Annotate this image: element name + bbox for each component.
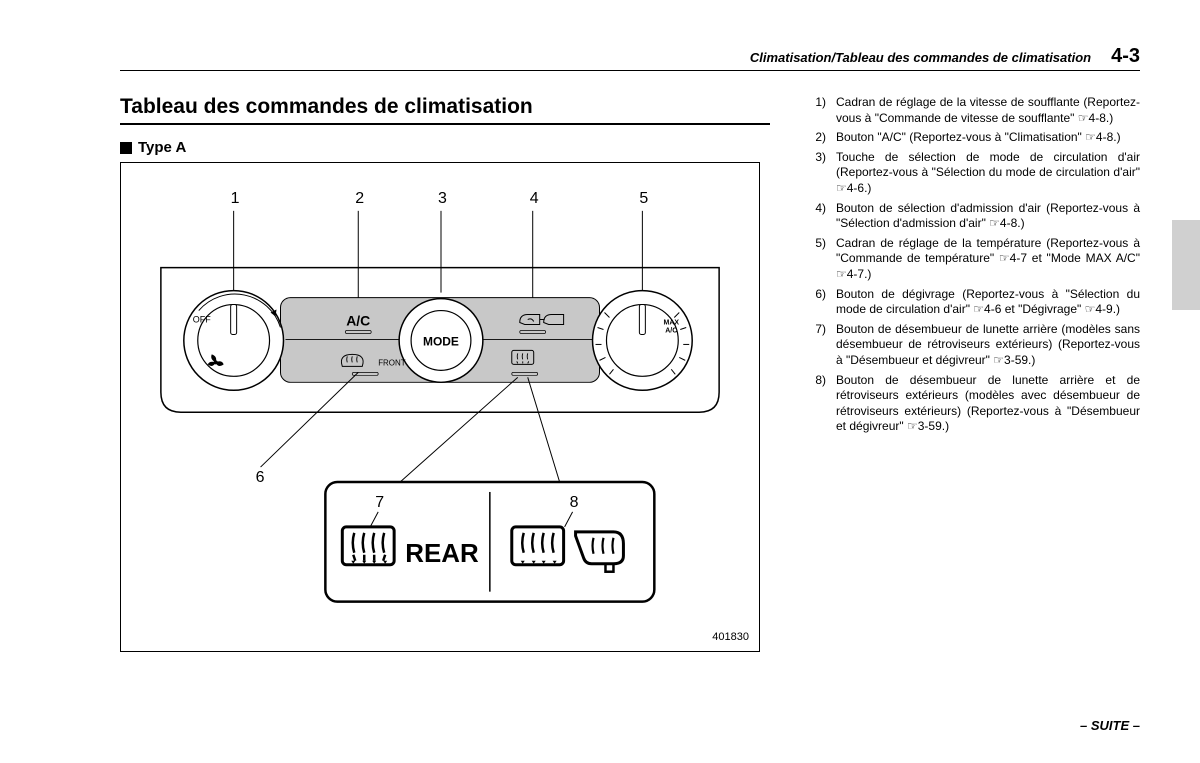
legend-item: 2)Bouton "A/C" (Reportez-vous à "Climati… [808, 130, 1140, 146]
legend-item: 1)Cadran de réglage de la vitesse de sou… [808, 95, 1140, 126]
rear-label: REAR [405, 540, 479, 568]
mode-label: MODE [423, 334, 459, 348]
callout-7: 7 [375, 494, 384, 511]
front-text: FRONT [378, 358, 406, 367]
legend-item: 5)Cadran de réglage de la température (R… [808, 236, 1140, 283]
off-label: OFF [193, 315, 211, 325]
callout-3: 3 [438, 190, 447, 207]
subheading: Type A [120, 139, 770, 156]
legend-item: 4)Bouton de sélection d'admission d'air … [808, 201, 1140, 232]
figure-box: 1 2 3 4 5 [120, 162, 760, 652]
figure-number: 401830 [712, 631, 749, 643]
legend-item: 8)Bouton de désembueur de lunette arrièr… [808, 373, 1140, 435]
page-number: 4-3 [1111, 45, 1140, 68]
continued-footer: – SUITE – [1080, 718, 1140, 733]
section-title: Tableau des commandes de climatisation [120, 95, 770, 125]
header-rule [120, 70, 1140, 71]
legend-list: 1)Cadran de réglage de la vitesse de sou… [800, 95, 1140, 652]
legend-item: 3)Touche de sélection de mode de circula… [808, 150, 1140, 197]
side-tab [1172, 220, 1200, 310]
max-label: MAX [664, 319, 680, 326]
square-bullet-icon [120, 142, 132, 154]
page: Climatisation/Tableau des commandes de c… [0, 0, 1200, 763]
climate-control-diagram: 1 2 3 4 5 [121, 163, 759, 651]
legend-item: 7)Bouton de désembueur de lunette arrièr… [808, 322, 1140, 369]
callout-6: 6 [256, 469, 265, 486]
callout-2: 2 [355, 190, 364, 207]
ac-small-label: A/C [665, 327, 677, 334]
subhead-text: Type A [138, 139, 186, 156]
left-column: Tableau des commandes de climatisation T… [120, 95, 770, 652]
ac-button-label: A/C [346, 312, 370, 328]
legend-item: 6)Bouton de dégivrage (Reportez-vous à "… [808, 287, 1140, 318]
header-section: Climatisation/Tableau des commandes de c… [750, 50, 1091, 65]
running-header: Climatisation/Tableau des commandes de c… [750, 45, 1140, 68]
callout-8: 8 [570, 494, 579, 511]
callout-4: 4 [530, 190, 539, 207]
callout-1: 1 [231, 190, 240, 207]
main-content: Tableau des commandes de climatisation T… [120, 95, 1140, 652]
callout-5: 5 [639, 190, 648, 207]
